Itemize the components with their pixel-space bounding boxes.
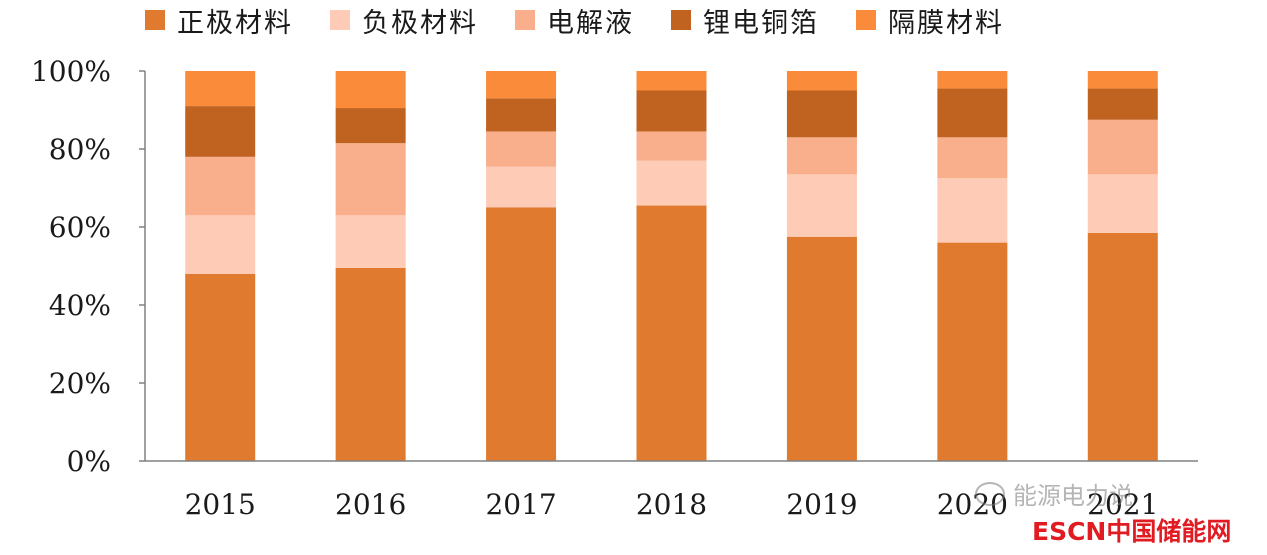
bar-segment (636, 131, 707, 161)
bar-segment (1087, 174, 1158, 233)
x-tick-label: 2016 (335, 488, 406, 521)
bar-segment (185, 106, 256, 157)
bar-segment (335, 108, 406, 144)
bar-segment (1087, 88, 1158, 120)
watermark: 能源电力说 (975, 476, 1133, 511)
legend-item: 隔膜材料 (856, 1, 1004, 40)
bar-segment (636, 160, 707, 206)
legend-label: 电解液 (547, 7, 634, 39)
legend-swatch (515, 10, 535, 30)
chart-legend: 正极材料 负极材料 电解液 锂电铜箔 隔膜材料 (145, 1, 1041, 40)
bar-segment (335, 215, 406, 268)
y-tick-label: 20% (49, 367, 111, 400)
legend-swatch (145, 10, 165, 30)
bar-segment (636, 205, 707, 461)
legend-swatch (330, 10, 350, 30)
legend-label: 负极材料 (362, 7, 478, 39)
x-tick-label: 2021 (1087, 488, 1158, 521)
bar-segment (1087, 71, 1158, 89)
bar-segment (335, 71, 406, 109)
y-tick-label: 80% (49, 133, 111, 166)
bar-segment (486, 71, 557, 99)
legend-swatch (856, 10, 876, 30)
bar-segment (486, 98, 557, 132)
bar-segment (185, 273, 256, 461)
bar-segment (185, 71, 256, 107)
legend-item: 负极材料 (330, 1, 478, 40)
bar-segment (937, 242, 1008, 461)
bar-segment (1087, 119, 1158, 175)
bar-segment (1087, 232, 1158, 461)
bar-segment (937, 71, 1008, 89)
escn-logo: ESCN中国储能网 (1032, 517, 1232, 546)
y-tick-label: 0% (67, 445, 111, 478)
bar-segment (937, 88, 1008, 138)
legend-item: 锂电铜箔 (671, 1, 819, 40)
legend-label: 隔膜材料 (888, 7, 1004, 39)
y-tick-label: 100% (31, 55, 111, 88)
legend-label: 锂电铜箔 (703, 7, 819, 39)
bar-segment (786, 71, 857, 91)
bar-segment (486, 131, 557, 167)
bar-segment (937, 137, 1008, 179)
bar-segment (335, 143, 406, 216)
wechat-icon (975, 481, 1005, 506)
legend-swatch (671, 10, 691, 30)
bar-segment (335, 267, 406, 461)
bar-segment (786, 137, 857, 175)
bar-segment (636, 90, 707, 132)
x-tick-label: 2017 (485, 488, 556, 521)
x-tick-label: 2015 (185, 488, 256, 521)
legend-item: 正极材料 (145, 1, 293, 40)
x-tick-label: 2019 (786, 488, 857, 521)
bar-segment (937, 178, 1008, 243)
bar-segment (185, 156, 256, 216)
bar-segment (636, 71, 707, 91)
bar-segment (486, 207, 557, 461)
legend-item: 电解液 (515, 1, 634, 40)
y-tick-label: 40% (49, 289, 111, 322)
bar-segment (786, 174, 857, 237)
bar-segment (185, 215, 256, 274)
watermark-text: 能源电力说 (1013, 482, 1133, 510)
bar-segment (786, 90, 857, 138)
y-tick-label: 60% (49, 211, 111, 244)
legend-label: 正极材料 (177, 7, 293, 39)
bar-segment (486, 166, 557, 208)
bar-segment (786, 236, 857, 461)
x-tick-label: 2018 (636, 488, 707, 521)
